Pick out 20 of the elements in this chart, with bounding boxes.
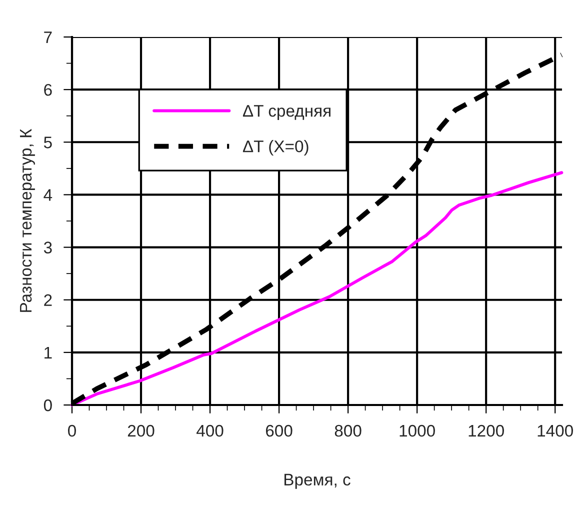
x-tick-label: 1000 [400, 424, 435, 437]
y-tick-label: 0 [44, 399, 52, 412]
x-tick-label: 800 [334, 424, 362, 437]
y-axis-title: Разности температур, К [20, 128, 35, 312]
y-tick-label: 7 [44, 32, 52, 44]
y-tick-label: 3 [44, 242, 52, 254]
legend-label: ΔT средняя [242, 105, 330, 120]
y-tick-label: 6 [44, 84, 52, 96]
y-tick-label: 1 [44, 347, 52, 358]
x-tick-label: 0 [68, 424, 76, 437]
y-tick-label: 2 [44, 294, 52, 306]
y-tick-label: 4 [44, 189, 52, 201]
y-tick-label: 5 [44, 136, 52, 148]
x-tick-label: 200 [128, 424, 154, 437]
x-axis-title: Время, с [284, 474, 350, 489]
legend-label: ΔT (X=0) [242, 140, 308, 156]
x-tick-label: 600 [266, 424, 292, 437]
x-tick-label: 1400 [538, 424, 573, 437]
x-tick-label: 1200 [468, 424, 504, 437]
x-tick-label: 400 [196, 424, 224, 437]
